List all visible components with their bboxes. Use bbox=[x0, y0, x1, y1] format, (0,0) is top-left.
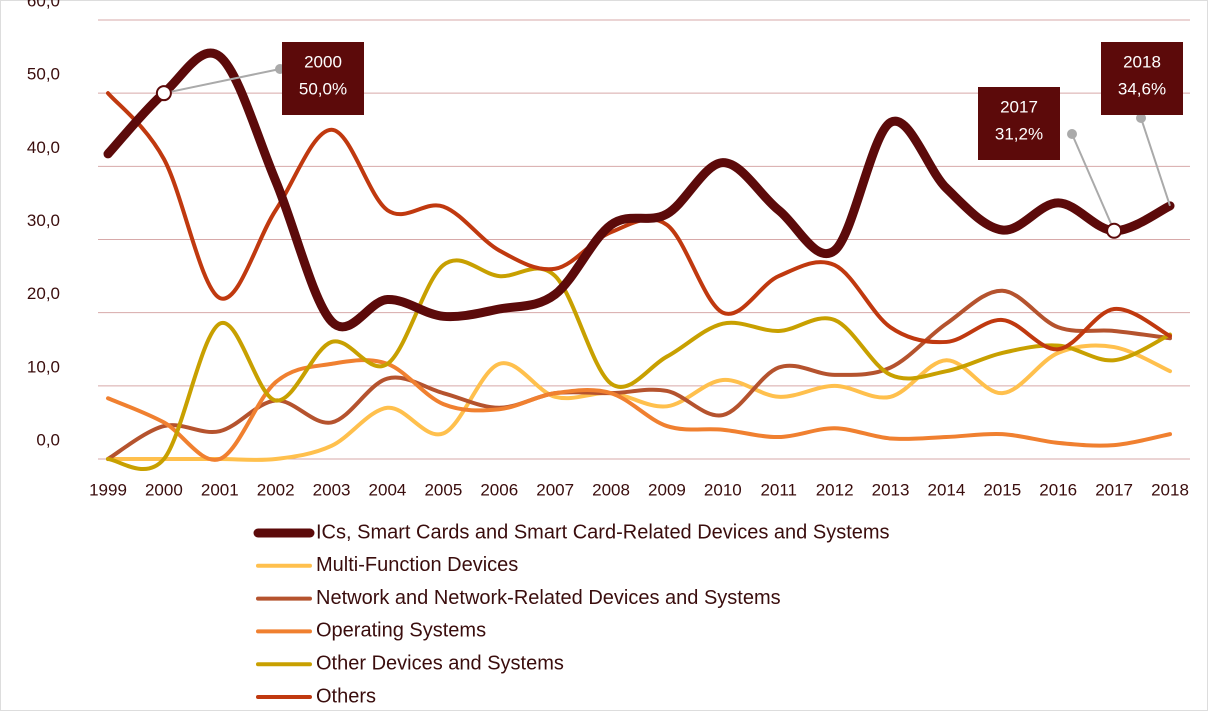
x-tick-label: 2014 bbox=[928, 480, 966, 499]
x-tick-label: 2000 bbox=[145, 480, 183, 499]
annotation-box bbox=[282, 42, 364, 115]
x-tick-label: 2010 bbox=[704, 480, 742, 499]
annotation-year: 2000 bbox=[304, 52, 342, 71]
legend-label: ICs, Smart Cards and Smart Card-Related … bbox=[316, 521, 890, 543]
annotation-dot bbox=[1136, 113, 1146, 123]
x-tick-label: 2017 bbox=[1095, 480, 1133, 499]
y-tick-label: 20,0 bbox=[27, 284, 60, 303]
x-tick-label: 2004 bbox=[369, 480, 407, 499]
legend-item: Operating Systems bbox=[256, 620, 486, 642]
x-tick-label: 2001 bbox=[201, 480, 239, 499]
legend-label: Multi-Function Devices bbox=[316, 554, 518, 576]
y-tick-label: 30,0 bbox=[27, 211, 60, 230]
annotation-marker bbox=[1106, 222, 1123, 239]
legend-item: ICs, Smart Cards and Smart Card-Related … bbox=[253, 521, 890, 543]
x-tick-label: 2015 bbox=[983, 480, 1021, 499]
x-tick-label: 2007 bbox=[536, 480, 574, 499]
annotation-connector bbox=[163, 68, 281, 95]
annotation-year: 2018 bbox=[1123, 52, 1161, 71]
y-tick-label: 10,0 bbox=[27, 357, 60, 376]
x-tick-label: 2002 bbox=[257, 480, 295, 499]
legend-label: Network and Network-Related Devices and … bbox=[316, 587, 781, 609]
legend-label: Other Devices and Systems bbox=[316, 652, 564, 674]
annotation: 2018 34,6% bbox=[1101, 42, 1183, 207]
y-tick-label: 50,0 bbox=[27, 65, 60, 84]
y-tick-label: 40,0 bbox=[27, 138, 60, 157]
legend-label: Operating Systems bbox=[316, 620, 486, 642]
series-line bbox=[106, 343, 1172, 462]
legend-item: Others bbox=[256, 685, 376, 707]
x-tick-label: 2016 bbox=[1039, 480, 1077, 499]
x-tick-label: 2003 bbox=[313, 480, 351, 499]
x-tick-label: 2005 bbox=[424, 480, 462, 499]
y-tick-label: 60,0 bbox=[27, 0, 60, 10]
annotation-label: 50,0% bbox=[299, 79, 347, 98]
annotation-connector bbox=[1071, 133, 1116, 232]
x-tick-label: 2011 bbox=[760, 480, 797, 499]
series-line bbox=[106, 258, 1172, 472]
x-tick-label: 2013 bbox=[872, 480, 910, 499]
x-tick-label: 2008 bbox=[592, 480, 630, 499]
annotation-marker bbox=[155, 85, 172, 102]
annotation-year: 2017 bbox=[1000, 97, 1038, 116]
annotation-label: 34,6% bbox=[1118, 79, 1166, 98]
series-line bbox=[106, 91, 1172, 352]
legend-label: Others bbox=[316, 685, 376, 707]
annotation-dot bbox=[1067, 129, 1077, 139]
legend-item: Multi-Function Devices bbox=[256, 554, 518, 576]
series-line bbox=[103, 48, 1175, 332]
annotation-connector bbox=[1140, 117, 1171, 207]
x-tick-label: 2009 bbox=[648, 480, 686, 499]
annotation-label: 31,2% bbox=[995, 124, 1043, 143]
x-tick-label: 2006 bbox=[480, 480, 518, 499]
annotation: 2000 50,0% bbox=[155, 42, 364, 115]
x-tick-label: 1999 bbox=[89, 480, 127, 499]
annotation: 2017 31,2% bbox=[978, 87, 1123, 239]
x-tick-label: 2018 bbox=[1151, 480, 1189, 499]
series-line bbox=[106, 358, 1172, 462]
annotation-box bbox=[1101, 42, 1183, 115]
y-tick-label: 0,0 bbox=[36, 430, 60, 449]
annotation-box bbox=[978, 87, 1060, 160]
legend-item: Other Devices and Systems bbox=[256, 652, 564, 674]
x-tick-label: 2012 bbox=[816, 480, 854, 499]
legend-item: Network and Network-Related Devices and … bbox=[256, 587, 781, 609]
